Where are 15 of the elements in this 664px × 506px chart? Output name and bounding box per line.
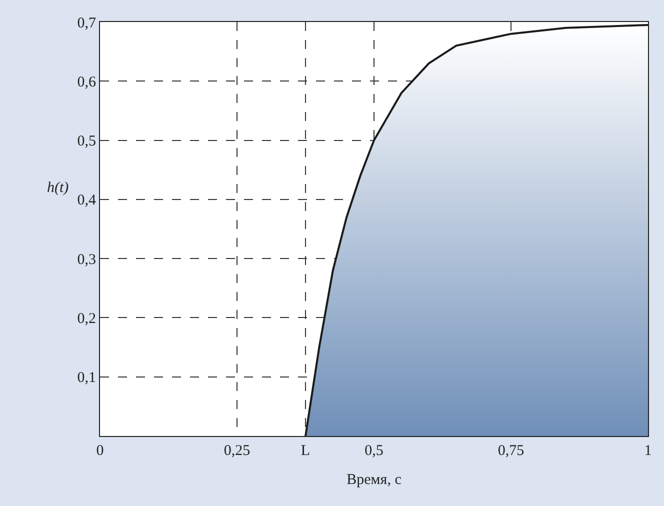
x-tick-label: 0,25 bbox=[224, 443, 250, 459]
x-tick-label: 1 bbox=[644, 443, 652, 459]
y-tick-label: 0,6 bbox=[77, 74, 96, 90]
x-tick-label: 0 bbox=[96, 443, 104, 459]
y-tick-label: 0,7 bbox=[77, 15, 96, 32]
y-tick-label: 0,3 bbox=[77, 252, 96, 268]
y-tick-label: 0,5 bbox=[77, 134, 96, 150]
x-tick-label: 0,5 bbox=[364, 443, 384, 459]
y-tick-label: 0,1 bbox=[77, 370, 96, 386]
x-axis-title: Время, с bbox=[346, 472, 402, 488]
y-tick-label: 0,4 bbox=[77, 192, 96, 209]
y-axis-title: h(t) bbox=[47, 180, 69, 196]
x-tick-label: L bbox=[300, 443, 310, 459]
y-tick-label: 0,2 bbox=[77, 310, 96, 327]
x-tick-label: 0,75 bbox=[498, 443, 524, 459]
